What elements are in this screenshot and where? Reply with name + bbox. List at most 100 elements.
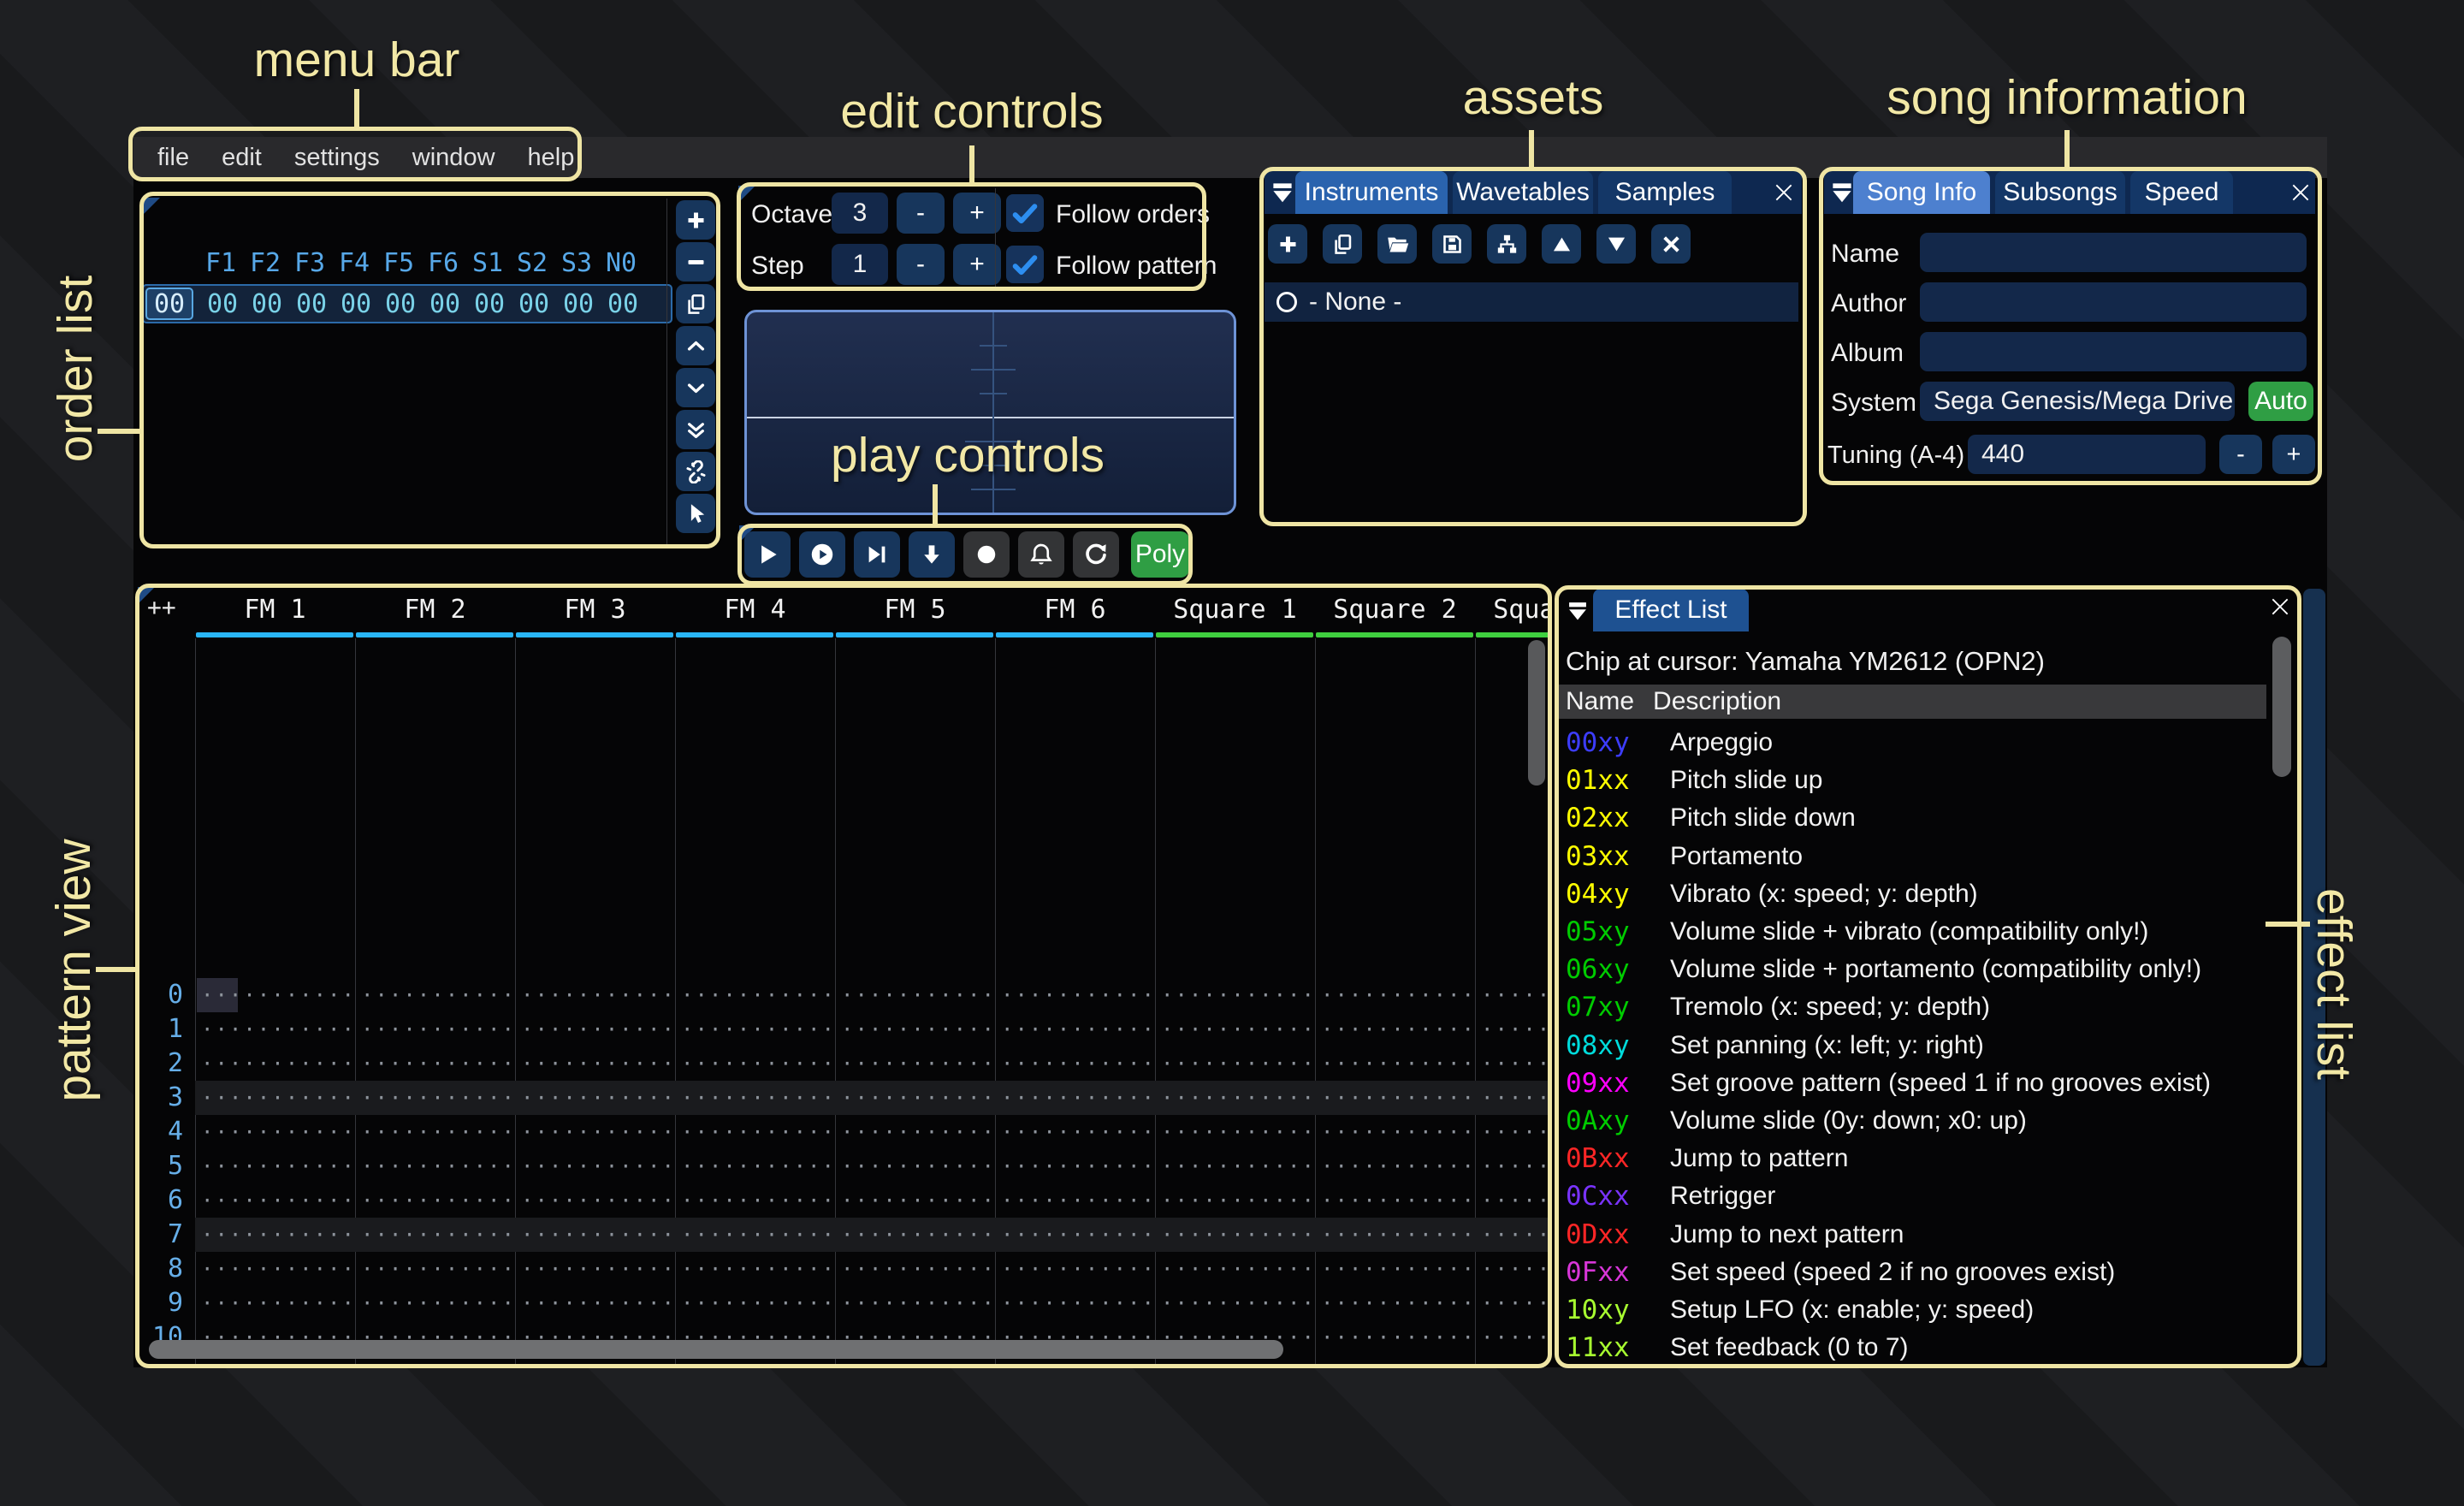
pattern-cell[interactable]: ··········· [1321, 1154, 1475, 1178]
follow-orders-checkbox[interactable] [1006, 194, 1044, 232]
play-control-button[interactable] [909, 531, 955, 578]
pattern-cell[interactable]: ··········· [841, 1257, 995, 1281]
pattern-cell[interactable]: ··········· [1161, 1189, 1315, 1213]
effect-list-scrollbar[interactable] [2272, 637, 2291, 777]
order-cell[interactable]: 00 [562, 288, 595, 319]
assets-tab[interactable]: Wavetables [1453, 171, 1593, 214]
instrument-list-item[interactable]: - None - [1265, 282, 1798, 322]
song-info-tab[interactable]: Song Info [1853, 171, 1990, 214]
pattern-cell[interactable]: ··········· [681, 983, 835, 1007]
order-list-button[interactable] [676, 494, 715, 533]
assets-tab[interactable]: Instruments [1295, 171, 1448, 214]
pattern-cell[interactable]: ··········· [361, 1291, 515, 1315]
order-list-button[interactable] [676, 368, 715, 407]
pattern-cell[interactable]: ··········· [201, 1052, 355, 1076]
pattern-cell[interactable]: ··········· [1321, 1086, 1475, 1110]
pattern-cell[interactable]: ··········· [841, 1120, 995, 1144]
pattern-cell[interactable]: ··········· [521, 1086, 675, 1110]
assets-toolbar-button[interactable] [1542, 224, 1581, 264]
collapse-icon[interactable] [1270, 180, 1295, 205]
pattern-row[interactable]: 1 ··········· ··········· ··········· ·····… [137, 1012, 1549, 1046]
pattern-cell[interactable]: ··········· [201, 1223, 355, 1247]
pattern-cell[interactable]: ··········· [201, 1120, 355, 1144]
pattern-cell[interactable]: ··········· [1481, 1052, 1549, 1076]
follow-pattern-checkbox[interactable] [1006, 246, 1044, 283]
pattern-cell[interactable]: ··········· [1321, 1325, 1475, 1349]
octave-value[interactable]: 3 [832, 193, 888, 234]
pattern-cell[interactable]: ··········· [681, 1154, 835, 1178]
pattern-cell[interactable]: ··········· [841, 1189, 995, 1213]
pattern-cell[interactable]: ··········· [1001, 983, 1155, 1007]
pattern-cell[interactable]: ··········· [1481, 1086, 1549, 1110]
channel-header[interactable]: FM 6 [995, 595, 1155, 637]
order-list-button[interactable] [676, 284, 715, 323]
name-field[interactable] [1920, 233, 2307, 272]
pattern-cell[interactable]: ··········· [841, 983, 995, 1007]
assets-toolbar-button[interactable] [1651, 224, 1691, 264]
system-selector[interactable]: Sega Genesis/Mega Drive [1920, 382, 2235, 421]
pattern-cell[interactable]: ··········· [361, 1154, 515, 1178]
order-cell[interactable]: 00 [340, 288, 372, 319]
pattern-horizontal-scrollbar[interactable] [149, 1340, 1283, 1359]
pattern-cell[interactable]: ··········· [1481, 1325, 1549, 1349]
pattern-row[interactable]: 0 ··········· ··········· ··········· ·····… [137, 978, 1549, 1012]
pattern-cell[interactable]: ··········· [1161, 1154, 1315, 1178]
order-cell[interactable]: 00 [206, 288, 239, 319]
pattern-cell[interactable]: ··········· [1481, 1017, 1549, 1041]
order-row[interactable]: 00 00 00 00 00 00 00 00 00 00 00 [142, 284, 672, 323]
assets-tab[interactable]: Samples [1598, 171, 1732, 214]
pattern-cell[interactable]: ··········· [1481, 1120, 1549, 1144]
pattern-cell[interactable]: ··········· [1481, 1223, 1549, 1247]
pattern-cell[interactable]: ··········· [521, 1291, 675, 1315]
pattern-cell[interactable]: ··········· [1001, 1052, 1155, 1076]
play-control-button[interactable] [1073, 531, 1119, 578]
pattern-cell[interactable]: ··········· [521, 1189, 675, 1213]
pattern-cell[interactable]: ··········· [361, 983, 515, 1007]
pattern-cell[interactable]: ··········· [1161, 1017, 1315, 1041]
order-cell[interactable]: 00 [607, 288, 639, 319]
step-increment-button[interactable]: + [953, 244, 1001, 285]
pattern-row[interactable]: 7 ··········· ··········· ··········· ·····… [137, 1218, 1549, 1252]
pattern-cell[interactable]: ··········· [841, 1086, 995, 1110]
pattern-cell[interactable]: ··········· [1481, 1257, 1549, 1281]
auto-system-button[interactable]: Auto [2248, 382, 2313, 421]
menu-item[interactable]: edit [222, 143, 262, 171]
pattern-cell[interactable]: ··········· [521, 1052, 675, 1076]
order-cell[interactable]: 00 [429, 288, 461, 319]
pattern-cell[interactable]: ··········· [841, 1052, 995, 1076]
close-icon[interactable] [2269, 596, 2291, 618]
play-control-button[interactable] [799, 531, 845, 578]
assets-toolbar-button[interactable] [1432, 224, 1472, 264]
pattern-view[interactable]: ++ FM 1 FM 2 FM 3 FM 4 FM 5 [137, 586, 1549, 1367]
pattern-cell[interactable]: ··········· [681, 1291, 835, 1315]
pattern-cell[interactable]: ··········· [1321, 983, 1475, 1007]
order-list-button[interactable] [676, 242, 715, 282]
pattern-cell[interactable]: ··········· [361, 1017, 515, 1041]
pattern-cell[interactable]: ··········· [521, 1017, 675, 1041]
close-icon[interactable] [1773, 181, 1795, 204]
channel-header[interactable]: FM 1 [195, 595, 355, 637]
channel-header[interactable]: FM 4 [675, 595, 835, 637]
pattern-row[interactable]: 2 ··········· ··········· ··········· ·····… [137, 1046, 1549, 1081]
pattern-row[interactable]: 8 ··········· ··········· ··········· ·····… [137, 1252, 1549, 1286]
channel-header[interactable]: FM 2 [355, 595, 515, 637]
octave-decrement-button[interactable]: - [897, 193, 945, 234]
pattern-cell[interactable]: ··········· [841, 1154, 995, 1178]
pattern-cell[interactable]: ··········· [1001, 1189, 1155, 1213]
pattern-cell[interactable]: ··········· [681, 1223, 835, 1247]
pattern-cell[interactable]: ··········· [1001, 1223, 1155, 1247]
pattern-cell[interactable]: ··········· [841, 1291, 995, 1315]
pattern-vertical-scrollbar[interactable] [1528, 640, 1545, 786]
pattern-cell[interactable]: ··········· [361, 1257, 515, 1281]
pattern-cell[interactable]: ··········· [1001, 1291, 1155, 1315]
play-control-button[interactable] [744, 531, 791, 578]
step-value[interactable]: 1 [832, 244, 888, 285]
assets-toolbar-button[interactable] [1487, 224, 1526, 264]
pattern-cell[interactable]: ··········· [361, 1120, 515, 1144]
pattern-cell[interactable]: ··········· [1001, 1154, 1155, 1178]
order-row-number[interactable]: 00 [145, 288, 193, 320]
order-list-button[interactable] [676, 200, 715, 240]
assets-toolbar-button[interactable] [1268, 224, 1307, 264]
menu-item[interactable]: help [527, 143, 575, 171]
pattern-cell[interactable]: ··········· [201, 1291, 355, 1315]
